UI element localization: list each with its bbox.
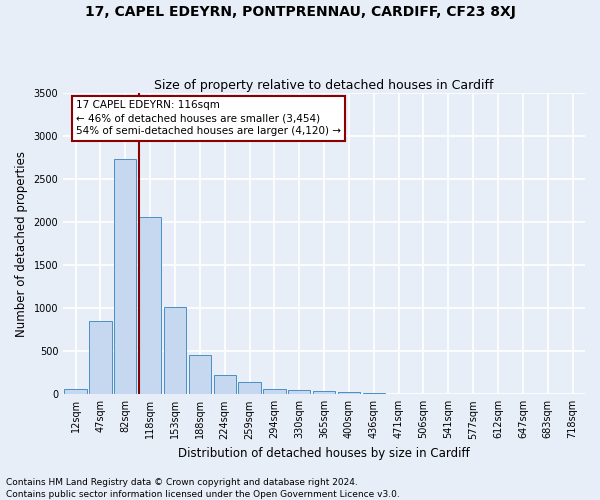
Bar (188, 354, 211, 395)
X-axis label: Distribution of detached houses by size in Cardiff: Distribution of detached houses by size … (178, 447, 470, 460)
Y-axis label: Number of detached properties: Number of detached properties (15, 150, 28, 336)
Bar (164, 308, 186, 394)
Bar (89, 320, 112, 394)
Bar (214, 374, 236, 394)
Bar (238, 382, 261, 394)
Bar (288, 390, 310, 394)
Bar (64, 389, 87, 394)
Bar (338, 392, 360, 394)
Text: 17 CAPEL EDEYRN: 116sqm
← 46% of detached houses are smaller (3,454)
54% of semi: 17 CAPEL EDEYRN: 116sqm ← 46% of detache… (76, 100, 341, 136)
Bar (114, 160, 136, 394)
Bar (139, 217, 161, 394)
Bar (263, 389, 286, 394)
Text: 17, CAPEL EDEYRN, PONTPRENNAU, CARDIFF, CF23 8XJ: 17, CAPEL EDEYRN, PONTPRENNAU, CARDIFF, … (85, 5, 515, 19)
Text: Contains HM Land Registry data © Crown copyright and database right 2024.
Contai: Contains HM Land Registry data © Crown c… (6, 478, 400, 499)
Bar (313, 392, 335, 394)
Title: Size of property relative to detached houses in Cardiff: Size of property relative to detached ho… (154, 79, 494, 92)
